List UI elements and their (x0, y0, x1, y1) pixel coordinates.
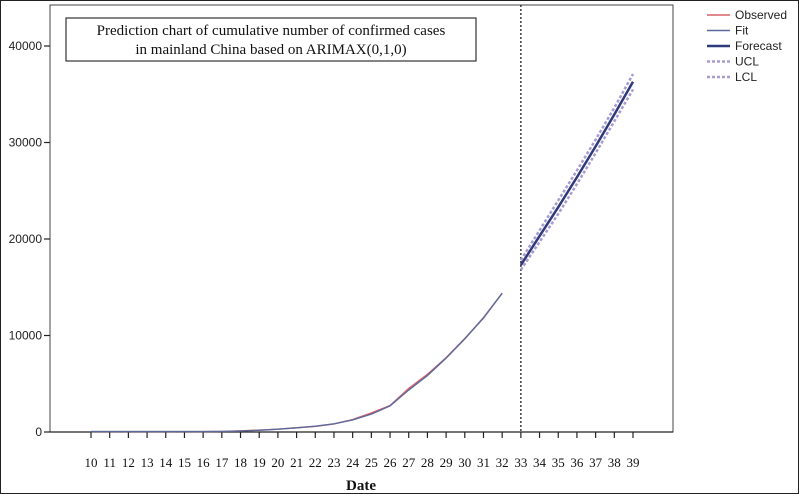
y-tick-label: 40000 (9, 39, 43, 53)
x-tick-label: 17 (215, 455, 229, 470)
y-tick-label: 10000 (9, 329, 43, 343)
series-line-forecast (519, 81, 635, 266)
x-tick-label: 27 (402, 455, 416, 470)
x-tick-label: 22 (309, 455, 322, 470)
series-line-lcl (519, 88, 635, 271)
x-tick-label: 38 (608, 455, 621, 470)
title-box: Prediction chart of cumulative number of… (65, 17, 477, 62)
x-tick-label: 32 (496, 455, 509, 470)
x-tick-label: 34 (533, 455, 547, 470)
y-tick-label: 30000 (9, 136, 43, 150)
x-axis-title: Date (346, 478, 376, 494)
x-tick-label: 18 (234, 455, 247, 470)
x-tick-label: 36 (570, 455, 584, 470)
x-tick-label: 35 (552, 455, 565, 470)
plot-area (49, 4, 674, 433)
title-line-2: in mainland China based on ARIMAX(0,1,0) (135, 42, 406, 58)
x-tick-label: 30 (458, 455, 471, 470)
x-tick-label: 29 (440, 455, 453, 470)
legend-label-fit: Fit (735, 24, 749, 38)
legend-label-lcl: LCL (735, 70, 757, 84)
x-tick-label: 31 (477, 455, 490, 470)
x-tick-label: 11 (103, 455, 116, 470)
x-tick-label: 14 (159, 455, 173, 470)
x-tick-label: 16 (197, 455, 211, 470)
x-tick-label: 39 (627, 455, 640, 470)
title-line-1: Prediction chart of cumulative number of… (97, 23, 446, 39)
x-tick-label: 21 (290, 455, 303, 470)
x-tick-label: 28 (421, 455, 434, 470)
x-tick-label: 23 (327, 455, 340, 470)
series-line-observed (91, 292, 503, 433)
series-line-ucl (519, 73, 635, 261)
x-tick-label: 13 (141, 455, 154, 470)
legend-label-ucl: UCL (735, 55, 759, 69)
x-tick-label: 37 (589, 455, 603, 470)
x-tick-label: 33 (514, 455, 527, 470)
x-tick-label: 15 (178, 455, 191, 470)
x-tick-label: 10 (85, 455, 98, 470)
x-tick-label: 24 (346, 455, 360, 470)
x-tick-label: 20 (271, 455, 284, 470)
x-tick-label: 25 (365, 455, 378, 470)
series-line-fit (91, 292, 503, 433)
y-tick-label: 20000 (9, 232, 43, 246)
y-tick-label: 0 (35, 425, 42, 439)
legend-label-observed: Observed (735, 8, 787, 22)
x-tick-label: 26 (384, 455, 398, 470)
x-tick-label: 19 (253, 455, 266, 470)
legend-label-forecast: Forecast (735, 39, 782, 53)
x-tick-label: 12 (122, 455, 135, 470)
